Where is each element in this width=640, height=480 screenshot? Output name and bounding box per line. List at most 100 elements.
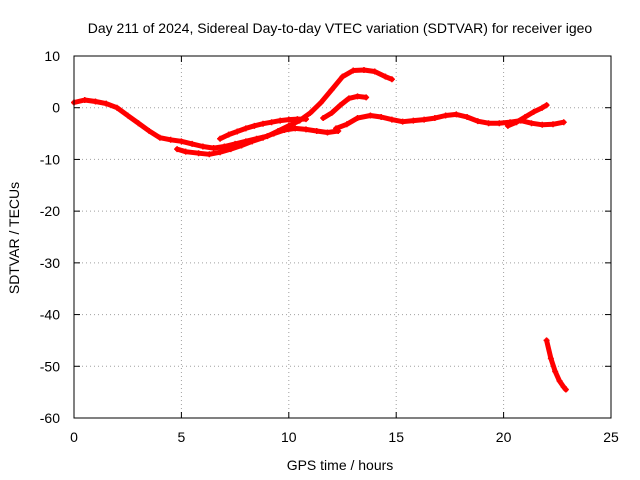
data-point	[388, 116, 395, 123]
data-point	[178, 138, 185, 145]
data-point	[156, 134, 163, 141]
data-point	[328, 86, 335, 93]
data-point	[474, 118, 481, 125]
data-point	[431, 115, 438, 122]
data-point	[550, 121, 557, 128]
series-line	[333, 111, 567, 131]
data-point	[421, 116, 428, 123]
data-series	[71, 66, 569, 393]
data-point	[294, 116, 301, 123]
plot-frame	[73, 55, 612, 419]
data-point	[249, 138, 256, 145]
data-point	[313, 127, 320, 134]
x-tick-label: 5	[178, 429, 186, 445]
y-tick-label: 0	[52, 100, 60, 116]
y-tick-label: 10	[44, 48, 60, 64]
data-point	[135, 120, 142, 127]
data-point	[543, 102, 550, 109]
data-point	[371, 68, 378, 75]
data-point	[388, 76, 395, 83]
y-axis-label: SDTVAR / TECUs	[6, 182, 22, 294]
y-tick-label: -50	[40, 358, 60, 374]
data-point	[270, 130, 277, 137]
data-point	[343, 121, 350, 128]
data-point	[146, 127, 153, 134]
data-point	[260, 134, 267, 141]
data-point	[339, 73, 346, 80]
data-point	[199, 143, 206, 150]
axis-ticks	[73, 55, 612, 419]
series-track-b	[174, 125, 342, 158]
data-point	[320, 115, 327, 122]
y-tick-label: -60	[40, 410, 60, 426]
data-point	[227, 146, 234, 153]
data-point	[464, 114, 471, 121]
data-point	[281, 126, 288, 133]
data-point	[350, 67, 357, 74]
data-point	[485, 120, 492, 127]
data-point	[167, 136, 174, 143]
data-point	[206, 151, 213, 158]
data-point	[238, 142, 245, 149]
data-point	[333, 125, 340, 132]
data-point	[318, 99, 325, 106]
series-track-c	[217, 116, 309, 142]
data-point	[345, 95, 352, 102]
x-tick-label: 10	[281, 429, 297, 445]
data-point	[556, 377, 563, 384]
data-point	[268, 119, 275, 126]
data-point	[562, 386, 569, 393]
data-point	[285, 116, 292, 123]
data-point	[251, 122, 258, 129]
y-tick-label: -30	[40, 255, 60, 271]
grid-lines	[74, 56, 611, 418]
data-point	[92, 98, 99, 105]
data-point	[113, 104, 120, 111]
data-point	[442, 112, 449, 119]
data-point	[195, 150, 202, 157]
data-point	[360, 66, 367, 73]
data-point	[307, 109, 314, 116]
data-point	[337, 102, 344, 109]
data-point	[189, 140, 196, 147]
series-track-e	[333, 111, 567, 132]
x-tick-label: 25	[603, 429, 619, 445]
data-point	[547, 355, 554, 362]
data-point	[182, 148, 189, 155]
data-point	[410, 117, 417, 124]
data-point	[328, 109, 335, 116]
data-point	[560, 119, 567, 126]
data-point	[522, 114, 529, 121]
data-point	[354, 115, 361, 122]
data-point	[103, 100, 110, 107]
data-point	[539, 104, 546, 111]
data-point	[453, 111, 460, 118]
data-point	[382, 73, 389, 80]
data-point	[513, 119, 520, 126]
data-point	[363, 94, 370, 101]
data-point	[302, 116, 309, 123]
y-tick-label: -20	[40, 203, 60, 219]
data-point	[225, 131, 232, 138]
data-point	[234, 128, 241, 135]
data-point	[292, 125, 299, 132]
chart-title: Day 211 of 2024, Sidereal Day-to-day VTE…	[88, 20, 593, 36]
data-point	[277, 117, 284, 124]
data-point	[496, 120, 503, 127]
data-point	[174, 146, 181, 153]
data-point	[302, 126, 309, 133]
series-track-g	[543, 337, 569, 393]
x-axis-label: GPS time / hours	[287, 457, 394, 473]
data-point	[367, 112, 374, 119]
data-point	[552, 368, 559, 375]
series-track-f	[504, 102, 550, 129]
data-point	[354, 93, 361, 100]
data-point	[81, 96, 88, 103]
data-point	[528, 120, 535, 127]
series-track-d	[320, 93, 370, 122]
data-point	[260, 120, 267, 127]
x-tick-label: 0	[70, 429, 78, 445]
data-point	[530, 108, 537, 115]
